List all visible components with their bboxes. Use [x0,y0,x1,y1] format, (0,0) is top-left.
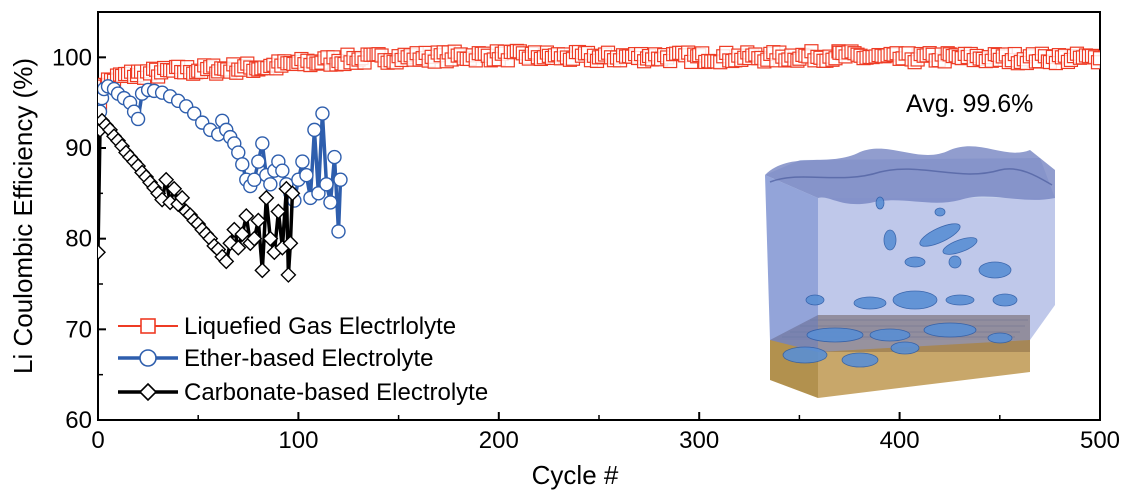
data-point [231,145,246,160]
data-point [158,171,175,188]
series-1 [98,79,348,239]
y-tick-label: 70 [65,316,92,343]
data-point [333,172,348,187]
data-point [295,154,310,169]
average-annotation: Avg. 99.6% [906,90,1033,118]
data-point [235,157,250,172]
data-point [275,163,290,178]
data-point [174,189,191,206]
data-point [247,172,262,187]
data-point [230,239,247,256]
data-point [234,226,251,243]
data-point [246,230,263,247]
data-point [255,136,270,151]
series-0 [98,43,1100,111]
data-point [262,230,279,247]
data-point [331,224,346,239]
x-tick-label: 200 [479,427,519,454]
legend-marker [138,382,158,402]
data-point [254,262,271,279]
data-point [263,177,278,192]
y-tick-label: 90 [65,135,92,162]
legend-label: Carbonate-based Electrolyte [184,379,488,406]
data-point [319,177,334,192]
legend-marker [140,318,156,334]
x-tick-label: 500 [1080,427,1120,454]
series-layer [98,43,1100,283]
data-point [250,212,267,229]
data-point [282,235,299,252]
data-point [186,106,202,121]
legend-marker [139,349,157,367]
legend-label: Liquefied Gas Electrlolyte [184,313,456,340]
data-point [284,185,301,202]
x-tick-label: 400 [880,427,920,454]
legend: Liquefied Gas Electrlolyte Ether-based El… [118,313,488,406]
data-point [311,186,326,201]
data-point [251,154,266,169]
x-axis-title: Cycle # [532,460,619,490]
y-axis-title: Li Coulombic Efficiency (%) [8,58,38,374]
data-point [258,189,275,206]
data-point [323,195,338,210]
data-point [327,149,342,165]
li-deposition-inset-image [765,146,1055,398]
data-point [280,266,297,283]
data-point [270,203,287,220]
y-tick-label: 60 [65,407,92,434]
x-tick-label: 300 [679,427,719,454]
data-point [1092,51,1100,66]
legend-label: Ether-based Electrolyte [184,345,433,372]
data-point [307,122,322,138]
data-point [315,106,330,121]
x-tick-label: 0 [91,427,104,454]
data-point [238,208,255,224]
data-point [166,180,183,197]
data-point [98,244,106,261]
data-point [218,253,235,270]
data-point [299,167,314,183]
x-tick-label: 100 [278,427,318,454]
y-tick-label: 100 [52,44,92,71]
axes: 0 100 200 300 400 500 60 70 80 90 100 [52,11,1120,454]
data-point [130,111,146,127]
series-2 [98,112,301,283]
y-tick-label: 80 [65,226,92,253]
